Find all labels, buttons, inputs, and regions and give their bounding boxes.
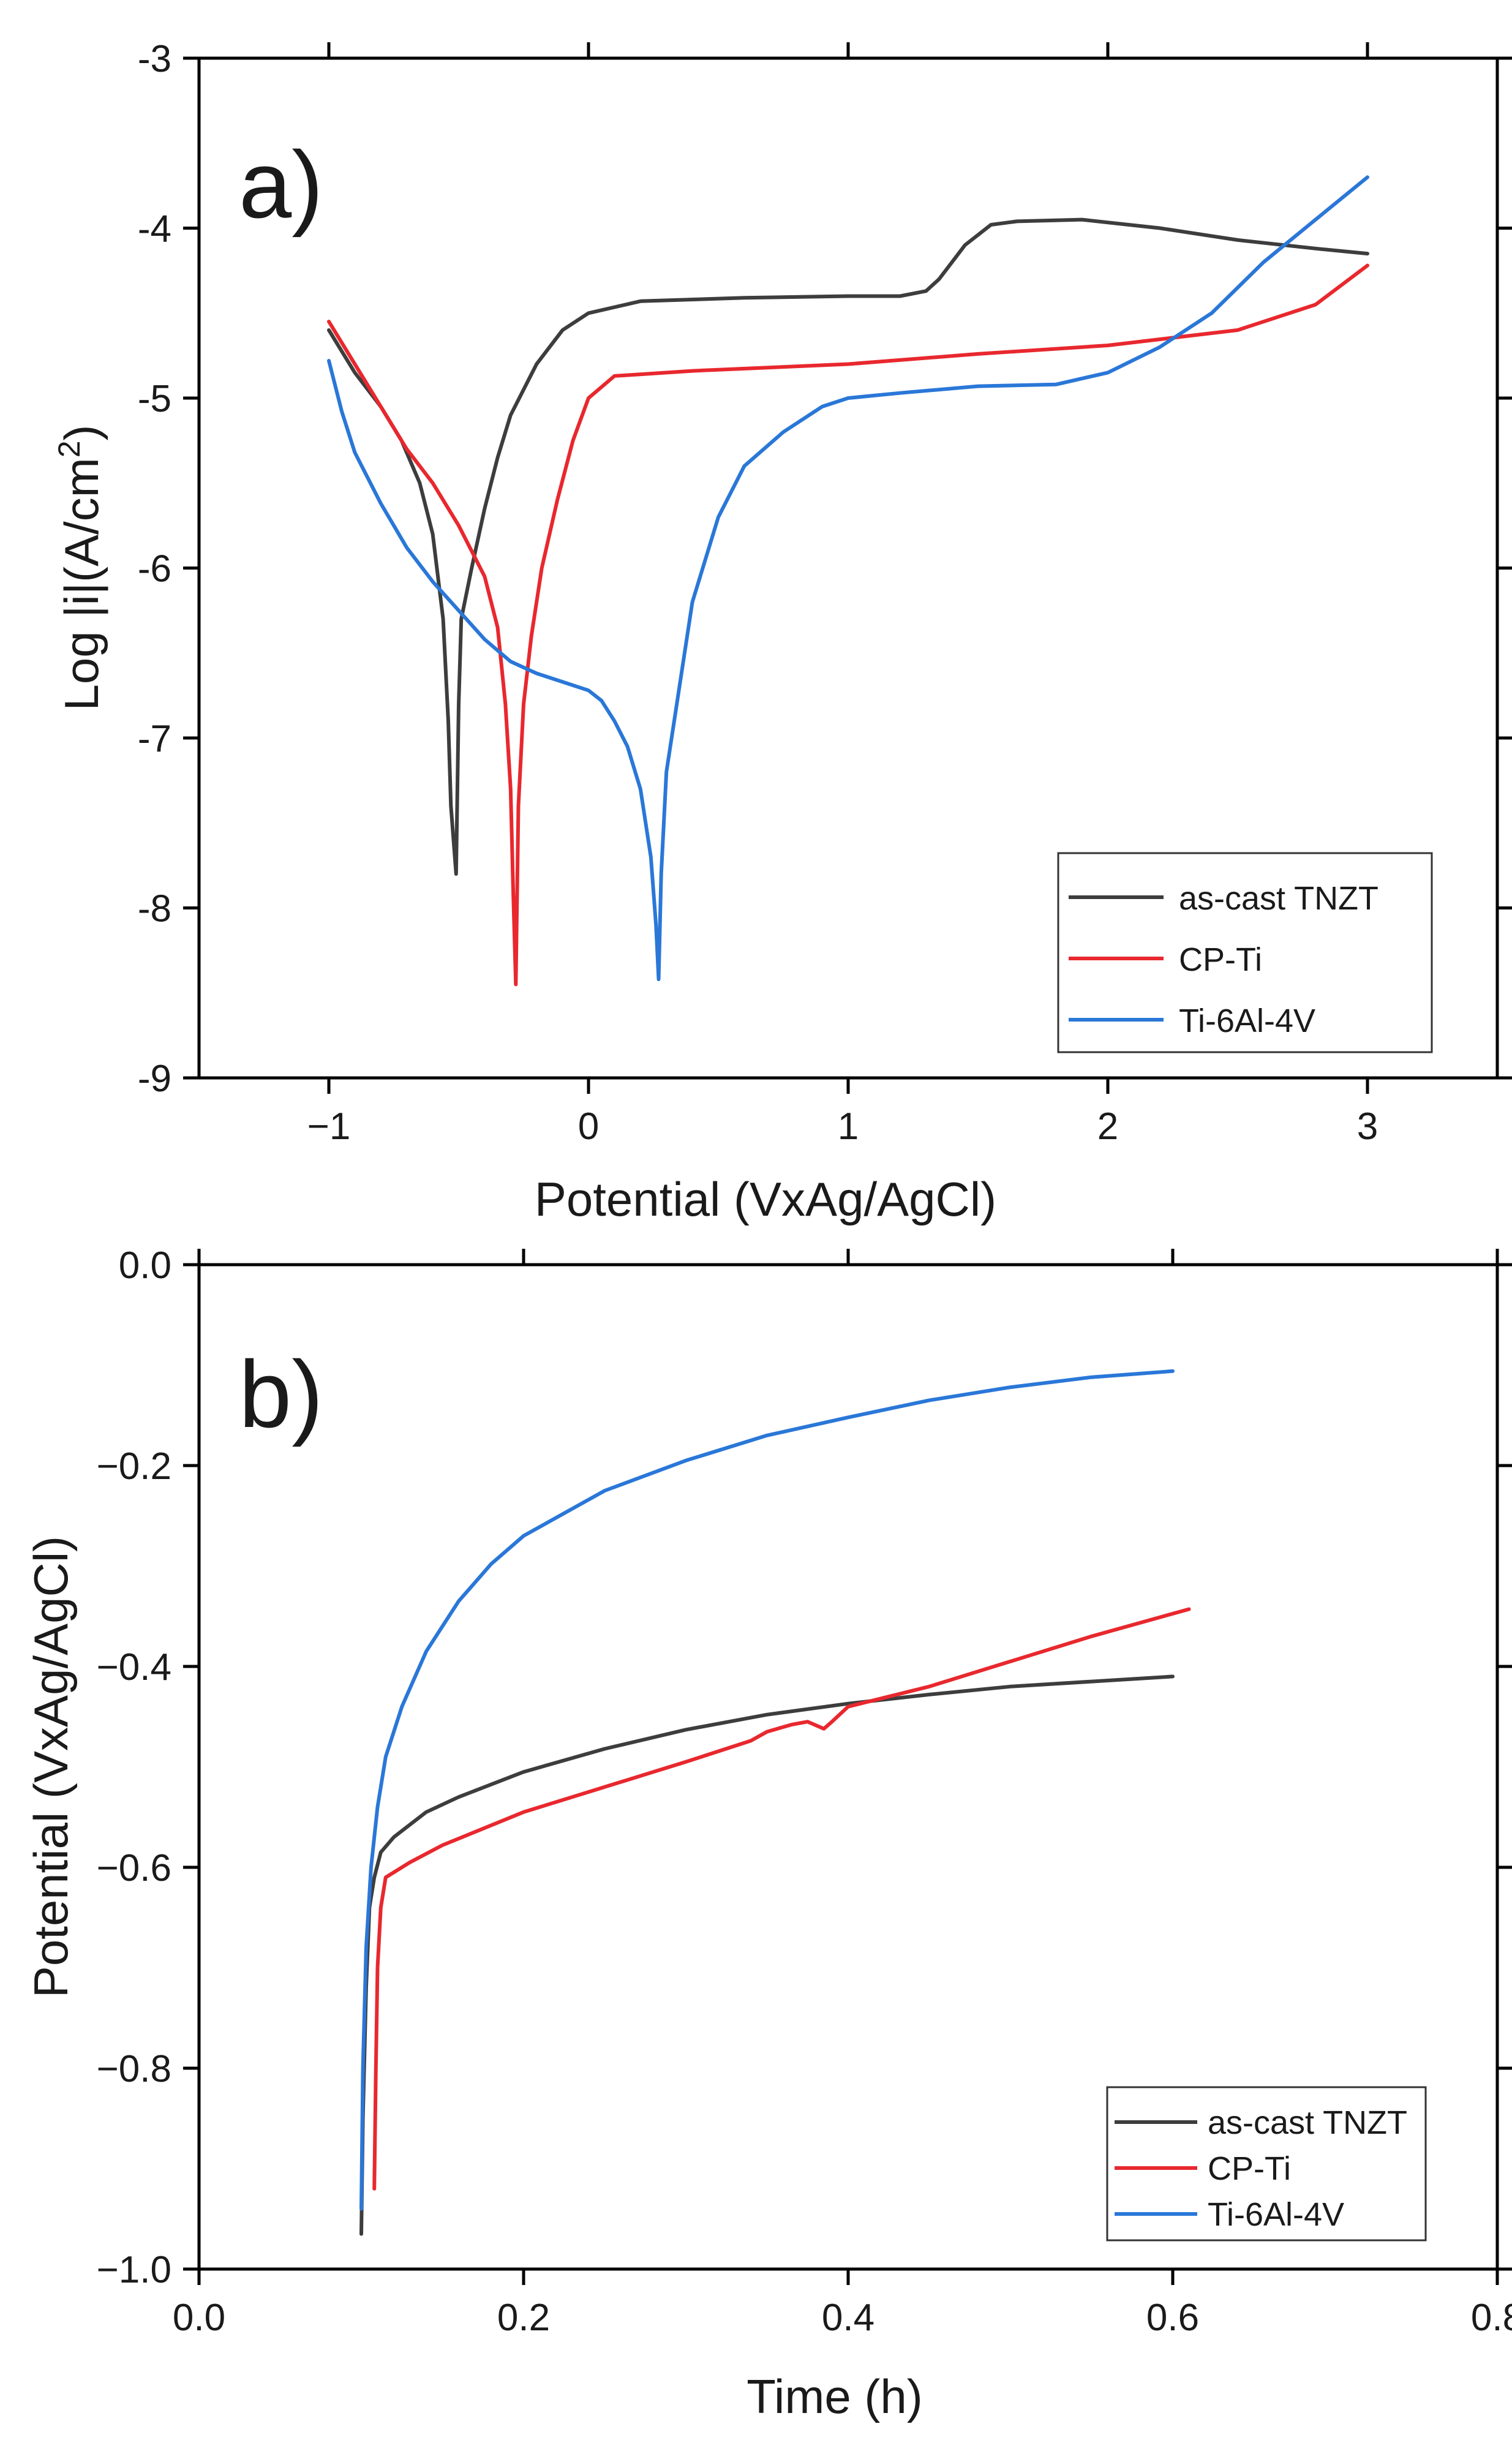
panel-b-legend-label-ti6al4v: Ti-6Al-4V <box>1208 2196 1344 2233</box>
panel-b-x-tick-label: 0.0 <box>173 2297 225 2339</box>
panel-a-y-tick-label: -6 <box>138 548 171 590</box>
panel-a-chart: −1 0 1 2 3 -9 -8 -7 -6 -5 -4 -3 a) Potential (VxAg/… <box>52 38 1512 1226</box>
panel-b-legend-label-tnzt: as-cast TNZT <box>1208 2104 1407 2141</box>
panel-a-series-group <box>327 175 1369 987</box>
panel-a-series-cp-ti <box>327 263 1369 987</box>
panel-a-y-axis-title-sup: 2 <box>52 440 86 457</box>
panel-a-series-ti-6al-4v <box>327 175 1369 981</box>
panel-b-x-tick-label: 0.4 <box>822 2297 874 2339</box>
panel-b-y-tick-label: 0.0 <box>119 1244 171 1287</box>
panel-a-x-tick-label: 0 <box>578 1105 599 1148</box>
panel-b-legend-box <box>1106 2086 1427 2242</box>
panel-a-y-axis-title-end: ) <box>55 424 108 440</box>
panel-b-y-tick-label: −0.6 <box>97 1847 171 1889</box>
panel-b-x-tick-label: 0.8 <box>1471 2297 1512 2339</box>
panel-b-series-group <box>359 1369 1191 2236</box>
panel-a-x-tick-label: 3 <box>1357 1105 1378 1148</box>
panel-a-y-tick-label: -5 <box>138 378 171 420</box>
panel-b-chart: 0.0 0.2 0.4 0.6 0.8 −1.0 −0.8 −0.6 −0.4 −0.2 0.0 b… <box>24 1244 1512 2423</box>
panel-a-x-tick-label: 1 <box>838 1105 859 1148</box>
panel-a-legend-label-tnzt: as-cast TNZT <box>1179 880 1378 917</box>
panel-a-y-tick-label: -4 <box>138 208 171 250</box>
panel-b-y-tick-label: −0.2 <box>97 1445 171 1488</box>
panel-b-series-ti-6al-4v <box>359 1369 1175 2211</box>
panel-a-x-axis-title: Potential (VxAg/AgCl) <box>535 1172 996 1226</box>
panel-a-legend-label-ti6al4v: Ti-6Al-4V <box>1179 1003 1315 1039</box>
panel-a-y-tick-label: -3 <box>138 38 171 80</box>
panel-b-ticks: 0.0 0.2 0.4 0.6 0.8 −1.0 −0.8 −0.6 −0.4 −0.2 0.0 <box>97 1244 1512 2339</box>
panel-a-legend: as-cast TNZT CP-Ti Ti-6Al-4V <box>1057 852 1433 1053</box>
panel-a-y-tick-label: -8 <box>138 888 171 930</box>
panel-b-y-tick-label: −1.0 <box>97 2249 171 2291</box>
panel-a-y-tick-label: -7 <box>138 718 171 760</box>
panel-b-legend: as-cast TNZT CP-Ti Ti-6Al-4V <box>1106 2086 1427 2242</box>
panel-a-y-axis-title-main: Log |i|(A/cm <box>55 457 108 710</box>
panel-a-label: a) <box>239 132 323 238</box>
panel-a-ticks: −1 0 1 2 3 -9 -8 -7 -6 -5 -4 -3 <box>138 38 1512 1148</box>
panel-b-x-tick-label: 0.6 <box>1146 2297 1199 2339</box>
panel-b-y-axis-title: Potential (VxAg/AgCl) <box>24 1536 78 1998</box>
panel-a-x-tick-label: 2 <box>1097 1105 1118 1148</box>
panel-a-x-tick-label: −1 <box>307 1105 351 1148</box>
panel-a-series-as-cast-tnzt <box>327 217 1369 876</box>
panel-b-legend-label-cpti: CP-Ti <box>1208 2150 1291 2187</box>
panel-a-y-axis-title: Log |i|(A/cm2) <box>52 424 108 710</box>
panel-b-y-tick-label: −0.8 <box>97 2048 171 2090</box>
panel-b-series-as-cast-tnzt <box>359 1674 1175 2236</box>
panel-b-x-tick-label: 0.2 <box>497 2297 550 2339</box>
panel-b-series-cp-ti <box>372 1607 1191 2191</box>
panel-a-y-tick-label: -9 <box>138 1058 171 1100</box>
panel-b-label: b) <box>239 1341 323 1447</box>
panel-b-x-axis-title: Time (h) <box>747 2370 922 2423</box>
panel-b-y-tick-label: −0.4 <box>97 1646 171 1688</box>
panel-a-legend-label-cpti: CP-Ti <box>1179 941 1262 978</box>
